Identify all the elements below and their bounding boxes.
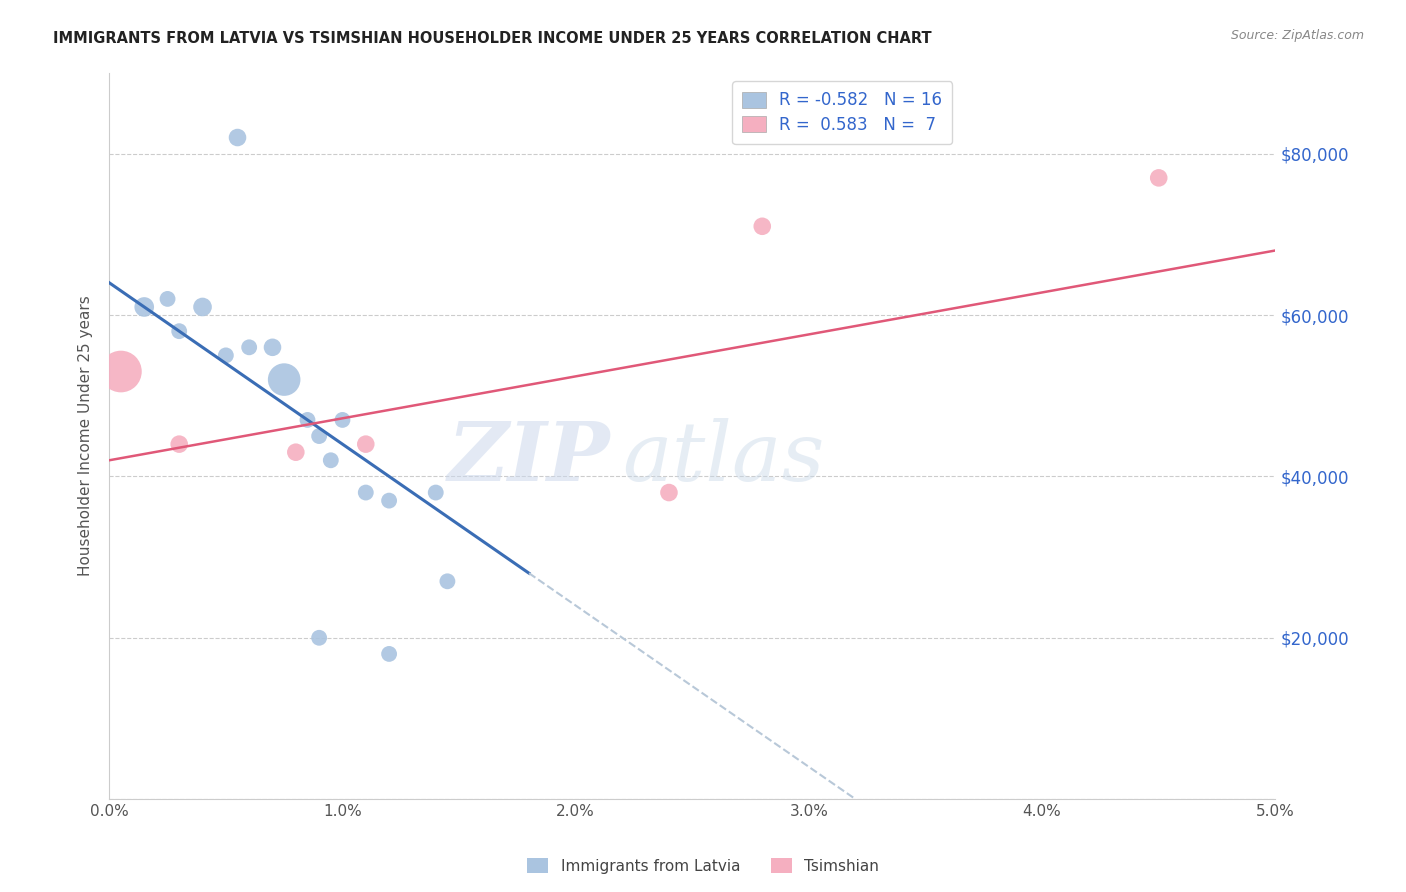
Legend: R = -0.582   N = 16, R =  0.583   N =  7: R = -0.582 N = 16, R = 0.583 N = 7: [733, 81, 952, 144]
Point: [436, 574, 458, 589]
Point: [378, 493, 401, 508]
Point: [1147, 170, 1170, 185]
Point: [238, 340, 260, 354]
Point: [273, 373, 295, 387]
Text: IMMIGRANTS FROM LATVIA VS TSIMSHIAN HOUSEHOLDER INCOME UNDER 25 YEARS CORRELATIO: IMMIGRANTS FROM LATVIA VS TSIMSHIAN HOUS…: [53, 31, 932, 46]
Legend: Immigrants from Latvia, Tsimshian: Immigrants from Latvia, Tsimshian: [520, 852, 886, 880]
Point: [297, 413, 319, 427]
Point: [425, 485, 447, 500]
Point: [319, 453, 342, 467]
Point: [215, 348, 238, 362]
Point: [167, 437, 190, 451]
Point: [308, 429, 330, 443]
Point: [751, 219, 773, 234]
Text: ZIP: ZIP: [449, 417, 610, 498]
Point: [378, 647, 401, 661]
Y-axis label: Householder Income Under 25 years: Householder Income Under 25 years: [79, 295, 93, 576]
Point: [308, 631, 330, 645]
Point: [284, 445, 307, 459]
Point: [191, 300, 214, 314]
Point: [226, 130, 249, 145]
Point: [332, 413, 354, 427]
Point: [167, 324, 190, 338]
Point: [658, 485, 681, 500]
Point: [110, 365, 132, 379]
Point: [354, 485, 377, 500]
Text: atlas: atlas: [623, 417, 825, 498]
Point: [262, 340, 284, 354]
Point: [156, 292, 179, 306]
Point: [134, 300, 156, 314]
Point: [354, 437, 377, 451]
Text: Source: ZipAtlas.com: Source: ZipAtlas.com: [1230, 29, 1364, 42]
